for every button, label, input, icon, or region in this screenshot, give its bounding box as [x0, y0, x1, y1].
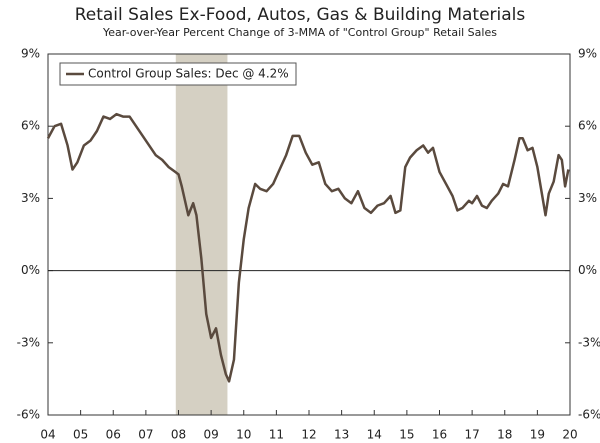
y-tick-label: 0%: [21, 263, 40, 277]
y-tick-label: -6%: [17, 408, 40, 422]
plot-frame: [47, 53, 571, 416]
y-tick-label: 9%: [21, 47, 40, 61]
x-tick-label: 04: [40, 428, 55, 442]
x-tick-label: 20: [562, 428, 577, 442]
y2-tick-label: -3%: [578, 335, 600, 349]
legend-label: Control Group Sales: Dec @ 4.2%: [88, 67, 289, 81]
x-tick-label: 14: [367, 428, 382, 442]
y-tick-label: -3%: [17, 335, 40, 349]
x-tick-label: 12: [301, 428, 316, 442]
chart-title: Retail Sales Ex-Food, Autos, Gas & Build…: [75, 5, 526, 25]
x-tick-label: 11: [269, 428, 284, 442]
x-tick-label: 08: [171, 428, 186, 442]
y2-tick-label: 0%: [578, 263, 597, 277]
x-tick-label: 09: [203, 428, 218, 442]
y-tick-label: 3%: [21, 191, 40, 205]
y-tick-label: 6%: [21, 119, 40, 133]
x-tick-label: 19: [530, 428, 545, 442]
x-tick-label: 05: [73, 428, 88, 442]
y2-tick-label: 6%: [578, 119, 597, 133]
y2-tick-label: 9%: [578, 47, 597, 61]
recession-shade: [175, 54, 228, 415]
x-tick-label: 18: [497, 428, 512, 442]
series-line: [46, 112, 570, 383]
y2-tick-label: 3%: [578, 191, 597, 205]
chart-subtitle: Year-over-Year Percent Change of 3-MMA o…: [102, 26, 497, 39]
x-tick-label: 13: [334, 428, 349, 442]
x-tick-label: 16: [432, 428, 447, 442]
x-tick-label: 10: [236, 428, 251, 442]
y2-tick-label: -6%: [578, 408, 600, 422]
legend-box: [59, 62, 297, 86]
x-tick-label: 17: [464, 428, 479, 442]
x-tick-label: 07: [138, 428, 153, 442]
x-tick-label: 06: [106, 428, 121, 442]
x-tick-label: 15: [399, 428, 414, 442]
